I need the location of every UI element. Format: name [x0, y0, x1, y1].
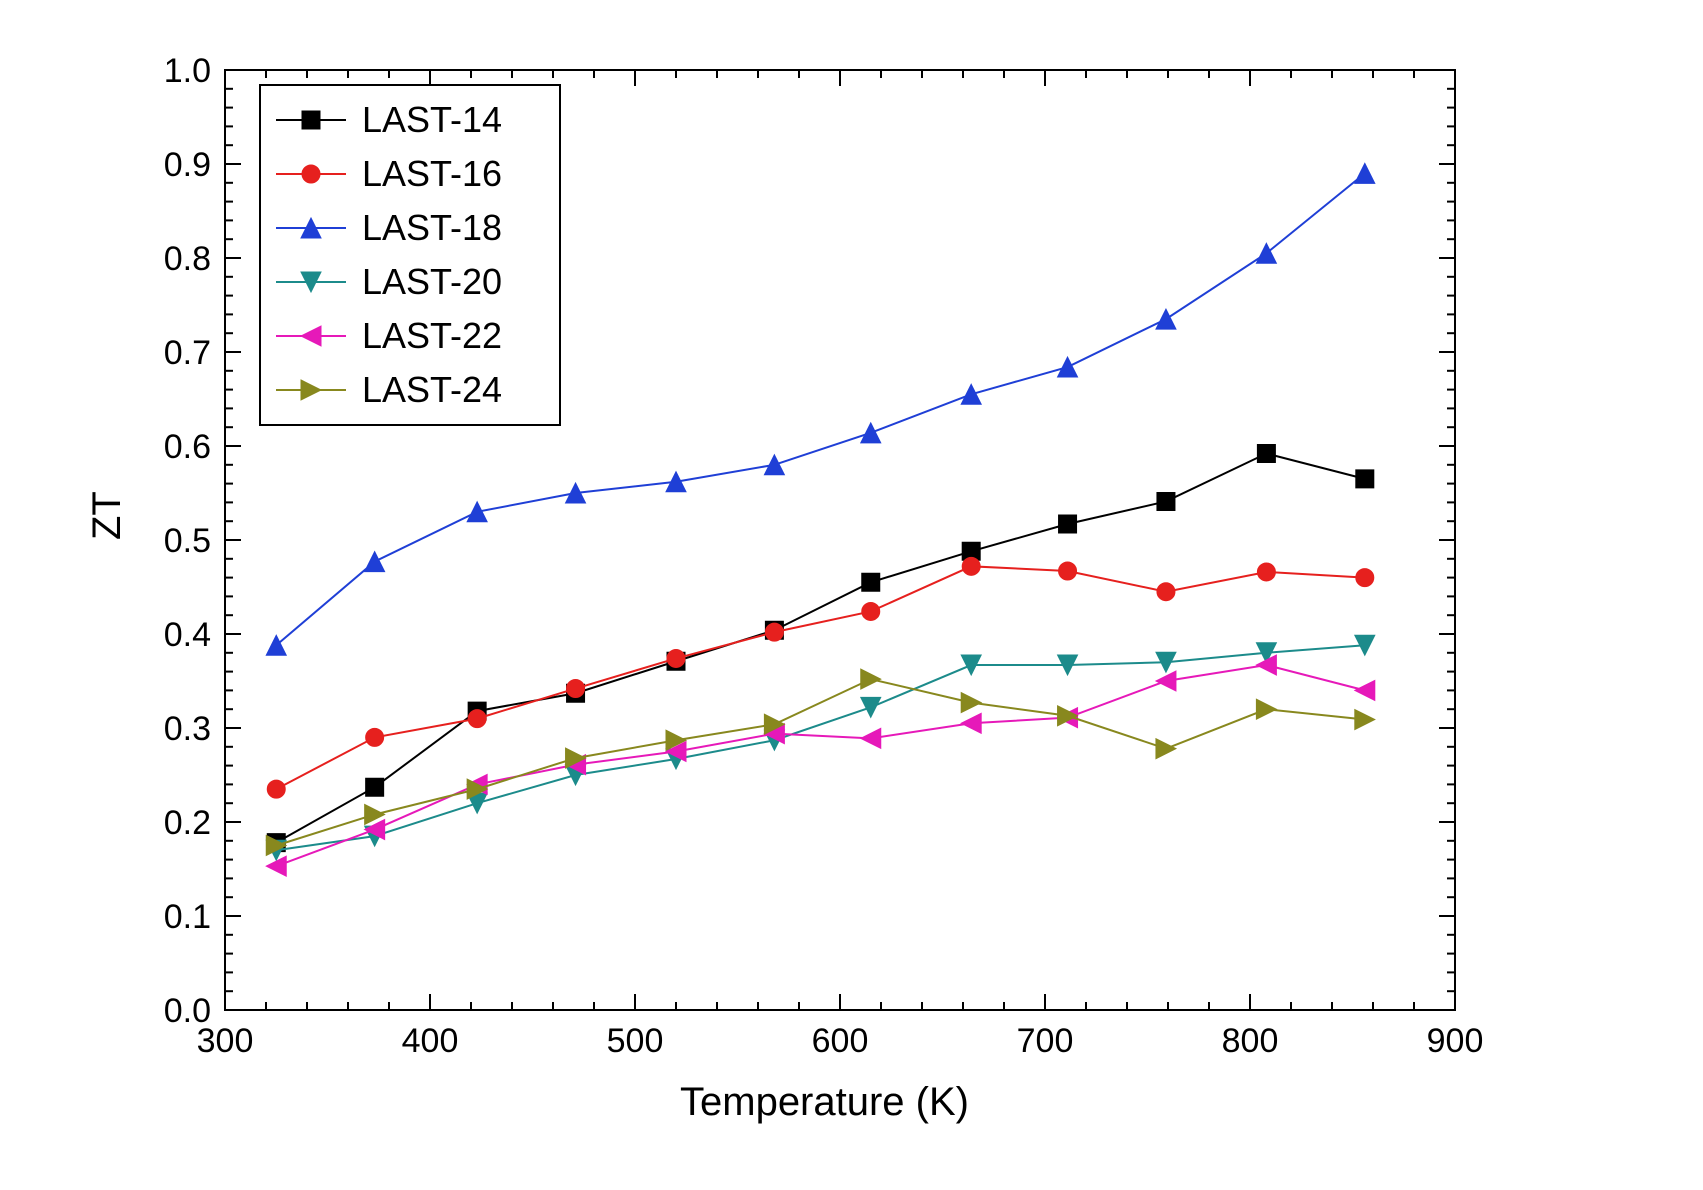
y-axis-label: ZT [85, 491, 130, 540]
series-LAST-20 [266, 635, 1375, 860]
y-tick-label: 0.6 [164, 428, 211, 466]
y-tick-label: 0.5 [164, 522, 211, 560]
x-tick-label: 800 [1222, 1022, 1279, 1060]
x-axis-label: Temperature (K) [680, 1080, 969, 1125]
legend-label: LAST-20 [362, 261, 502, 302]
y-tick-label: 0.9 [164, 146, 211, 184]
zt-chart: 3004005006007008009000.00.10.20.30.40.50… [0, 0, 1703, 1190]
x-tick-label: 500 [607, 1022, 664, 1060]
x-tick-label: 400 [402, 1022, 459, 1060]
x-tick-label: 700 [1017, 1022, 1074, 1060]
series-LAST-14 [267, 445, 1374, 852]
legend-label: LAST-18 [362, 207, 502, 248]
y-tick-label: 1.0 [164, 52, 211, 90]
y-tick-label: 0.8 [164, 240, 211, 278]
legend-label: LAST-24 [362, 369, 502, 410]
legend-label: LAST-16 [362, 153, 502, 194]
chart-container: 3004005006007008009000.00.10.20.30.40.50… [0, 0, 1703, 1190]
y-tick-label: 0.7 [164, 334, 211, 372]
y-tick-label: 0.3 [164, 710, 211, 748]
legend-label: LAST-22 [362, 315, 502, 356]
y-tick-label: 0.2 [164, 804, 211, 842]
y-tick-label: 0.1 [164, 898, 211, 936]
x-tick-label: 600 [812, 1022, 869, 1060]
y-tick-label: 0.4 [164, 616, 211, 654]
series-LAST-16 [267, 557, 1374, 798]
series-LAST-24 [266, 669, 1375, 855]
x-tick-label: 900 [1427, 1022, 1484, 1060]
legend-label: LAST-14 [362, 99, 502, 140]
series-LAST-22 [266, 655, 1375, 876]
y-tick-label: 0.0 [164, 992, 211, 1030]
